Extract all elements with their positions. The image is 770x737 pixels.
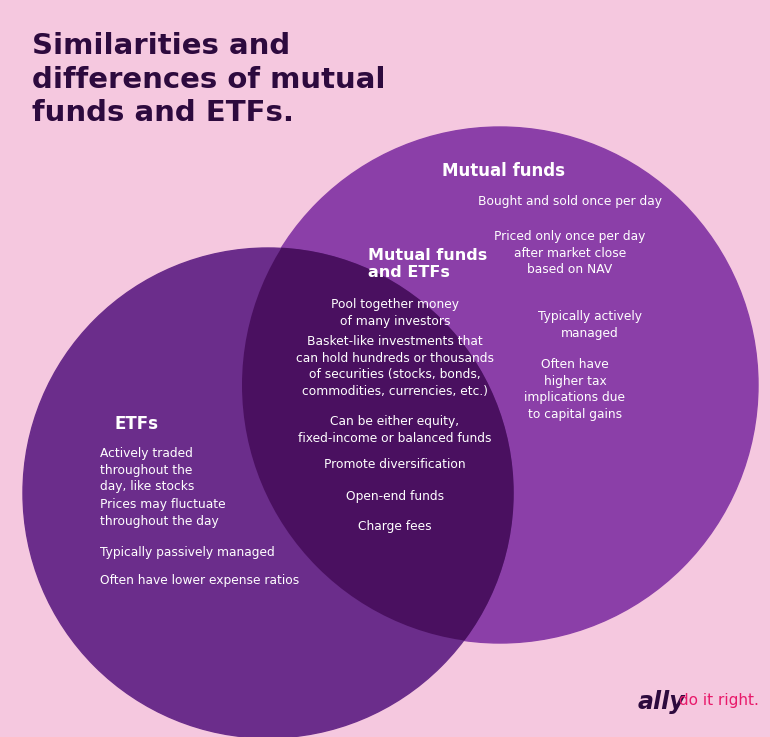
Circle shape — [242, 127, 758, 643]
Text: Priced only once per day
after market close
based on NAV: Priced only once per day after market cl… — [494, 230, 646, 276]
Text: Pool together money
of many investors: Pool together money of many investors — [331, 298, 459, 327]
Text: Open-end funds: Open-end funds — [346, 490, 444, 503]
Text: Typically actively
managed: Typically actively managed — [538, 310, 642, 340]
Text: ally: ally — [638, 690, 685, 714]
Text: ETFs: ETFs — [115, 415, 159, 433]
Text: Typically passively managed: Typically passively managed — [100, 546, 275, 559]
Text: Often have lower expense ratios: Often have lower expense ratios — [100, 574, 300, 587]
Text: Charge fees: Charge fees — [358, 520, 432, 533]
Text: Actively traded
throughout the
day, like stocks: Actively traded throughout the day, like… — [100, 447, 194, 493]
Text: Often have
higher tax
implications due
to capital gains: Often have higher tax implications due t… — [524, 358, 625, 421]
Text: Mutual funds
and ETFs: Mutual funds and ETFs — [368, 248, 487, 280]
Text: Similarities and
differences of mutual
funds and ETFs.: Similarities and differences of mutual f… — [32, 32, 386, 127]
Text: Mutual funds: Mutual funds — [441, 162, 564, 180]
Circle shape — [23, 248, 513, 737]
Text: Basket-like investments that
can hold hundreds or thousands
of securities (stock: Basket-like investments that can hold hu… — [296, 335, 494, 397]
Text: Bought and sold once per day: Bought and sold once per day — [478, 195, 662, 208]
Text: Promote diversification: Promote diversification — [324, 458, 466, 471]
Text: Can be either equity,
fixed-income or balanced funds: Can be either equity, fixed-income or ba… — [298, 415, 492, 444]
Text: Prices may fluctuate
throughout the day: Prices may fluctuate throughout the day — [100, 498, 226, 528]
Text: do it right.: do it right. — [674, 693, 759, 708]
Circle shape — [23, 248, 513, 737]
